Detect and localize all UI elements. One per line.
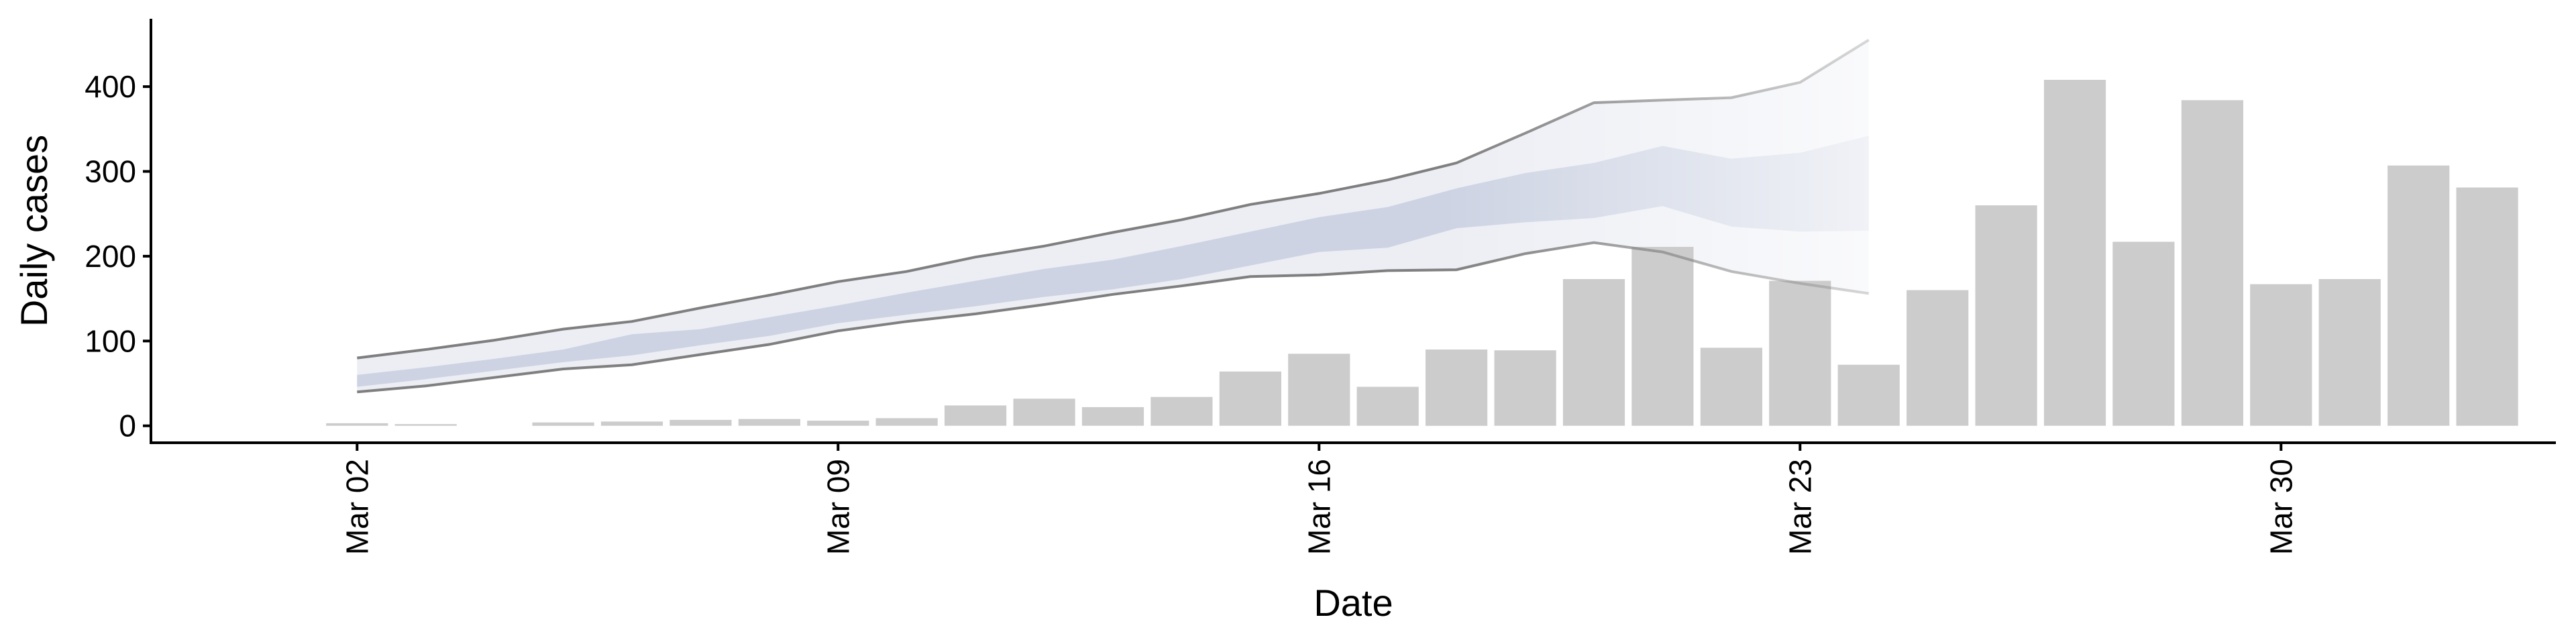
bar-2020-04-02 xyxy=(2456,187,2518,426)
axes: 0 100 200 300 400 Mar 02 Mar 09 Mar 16 Mar 23 Mar… xyxy=(85,19,2556,555)
bar-2020-03-30 xyxy=(2250,284,2312,426)
bar-2020-03-08 xyxy=(738,419,800,426)
y-tick-label-100: 100 xyxy=(85,323,136,358)
y-tick-label-200: 200 xyxy=(85,239,136,274)
bar-2020-03-29 xyxy=(2181,100,2243,426)
bar-2020-03-07 xyxy=(669,419,732,426)
bar-2020-03-10 xyxy=(875,418,938,426)
y-tick-label-300: 300 xyxy=(85,154,136,189)
estimate-band-layer xyxy=(357,40,1869,392)
axis-lines xyxy=(150,19,2556,444)
y-tick-label-0: 0 xyxy=(119,409,136,443)
bar-2020-03-13 xyxy=(1081,407,1144,426)
bar-2020-03-06 xyxy=(600,421,663,426)
bar-2020-03-19 xyxy=(1494,350,1556,426)
bar-2020-03-05 xyxy=(532,422,594,426)
bar-2020-03-17 xyxy=(1356,386,1419,426)
bar-2020-03-21 xyxy=(1631,247,1694,426)
x-tick-label-3: Mar 23 xyxy=(1782,459,1817,555)
bar-2020-03-09 xyxy=(807,421,869,426)
upper-bound-line xyxy=(357,38,1870,360)
bar-2020-03-14 xyxy=(1150,396,1213,426)
bound-lines-layer xyxy=(357,38,1870,394)
y-tick-label-400: 400 xyxy=(85,69,136,104)
bar-2020-03-03 xyxy=(394,424,457,426)
bar-2020-03-25 xyxy=(1907,290,1969,426)
bar-2020-03-27 xyxy=(2043,80,2106,426)
bar-2020-03-24 xyxy=(1837,364,1900,426)
bar-2020-03-28 xyxy=(2112,241,2175,426)
bar-2020-03-31 xyxy=(2318,279,2381,426)
inner-estimate-band xyxy=(357,136,1869,387)
y-axis-title: Daily cases xyxy=(13,135,55,327)
x-tick-label-4: Mar 30 xyxy=(2263,459,2298,555)
x-tick-label-2: Mar 16 xyxy=(1301,459,1336,555)
bar-2020-03-20 xyxy=(1562,279,1625,426)
bars-layer xyxy=(326,80,2518,426)
bar-2020-03-22 xyxy=(1700,347,1762,426)
x-tick-label-0: Mar 02 xyxy=(339,459,374,555)
bar-2020-03-12 xyxy=(1013,398,1075,426)
outer-estimate-band xyxy=(357,40,1869,392)
bar-2020-04-01 xyxy=(2387,165,2450,426)
bar-2020-03-26 xyxy=(1975,205,2037,426)
bar-2020-03-18 xyxy=(1426,350,1488,426)
bar-2020-03-02 xyxy=(326,423,388,426)
bar-2020-03-11 xyxy=(945,405,1007,426)
lower-bound-line xyxy=(357,241,1869,394)
x-tick-label-1: Mar 09 xyxy=(820,459,855,555)
x-axis-title: Date xyxy=(1313,582,1393,624)
bar-2020-03-16 xyxy=(1288,354,1350,426)
bar-2020-03-15 xyxy=(1219,371,1281,426)
bar-2020-03-23 xyxy=(1769,280,1831,426)
